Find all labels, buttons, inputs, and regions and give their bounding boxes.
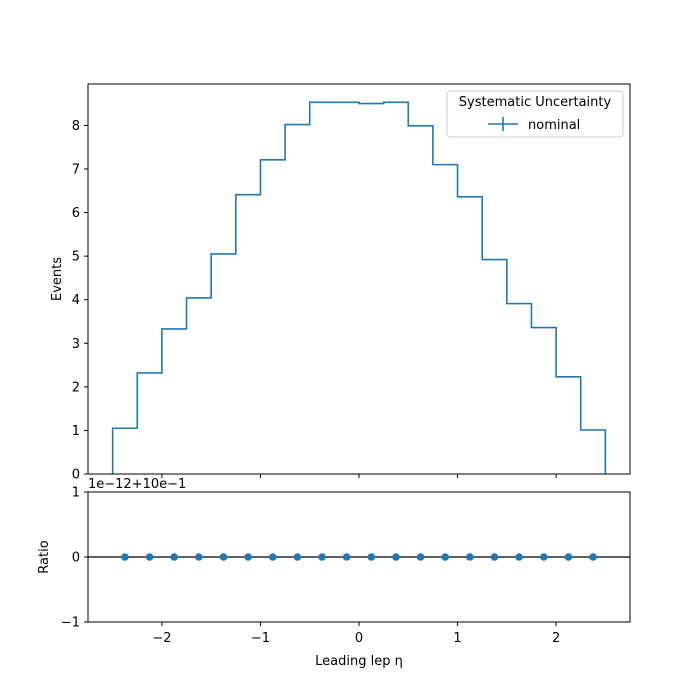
ratio-point bbox=[293, 553, 302, 561]
ratio-panel: −1 0 1 −2 −1 0 1 2 1e−12+10e−1 Ratio Leading l… bbox=[37, 477, 631, 669]
ratio-point bbox=[244, 553, 252, 561]
main-y-axis-label: Events bbox=[50, 257, 65, 301]
ratio-x-ticks: −2 −1 0 1 2 bbox=[152, 622, 560, 646]
main-y-tick-label: 5 bbox=[72, 250, 80, 265]
main-y-tick-label: 8 bbox=[72, 119, 80, 134]
x-axis-label: Leading lep η bbox=[315, 654, 403, 669]
ratio-point bbox=[219, 553, 228, 561]
ratio-point bbox=[416, 553, 425, 561]
ratio-point bbox=[170, 553, 179, 561]
ratio-point bbox=[441, 553, 450, 561]
ratio-x-tick-label: 2 bbox=[552, 631, 560, 646]
main-y-tick-label: 0 bbox=[72, 468, 80, 483]
ratio-point bbox=[392, 553, 400, 561]
main-axes-frame bbox=[87, 83, 631, 475]
ratio-y-tick-label: −1 bbox=[61, 616, 80, 631]
legend: Systematic Uncertainty nominal bbox=[446, 90, 624, 138]
ratio-point bbox=[367, 553, 376, 561]
ratio-point bbox=[268, 553, 277, 561]
ratio-y-axis-label: Ratio bbox=[37, 540, 52, 573]
main-panel: 0 1 2 3 4 5 6 7 8 Events Systematic Uncertainty … bbox=[50, 83, 631, 483]
ratio-point bbox=[515, 553, 523, 561]
main-y-tick-label: 1 bbox=[72, 424, 80, 439]
ratio-point bbox=[121, 553, 129, 561]
ratio-point bbox=[318, 553, 326, 561]
ratio-point bbox=[589, 553, 597, 561]
legend-title: Systematic Uncertainty bbox=[459, 95, 612, 110]
ratio-x-tick-label: 1 bbox=[453, 631, 461, 646]
nominal-step-line bbox=[111, 101, 607, 474]
ratio-point bbox=[342, 553, 351, 561]
ratio-y-tick-label: 1 bbox=[72, 486, 80, 501]
ratio-point bbox=[490, 553, 499, 561]
ratio-x-tick-label: −1 bbox=[251, 631, 270, 646]
ratio-points bbox=[121, 553, 597, 561]
ratio-point bbox=[564, 553, 573, 561]
main-y-tick-label: 4 bbox=[72, 293, 80, 308]
main-y-ticks: 0 1 2 3 4 5 6 7 8 bbox=[72, 119, 88, 483]
ratio-point bbox=[539, 553, 548, 561]
main-x-ticks bbox=[161, 474, 557, 478]
main-y-tick-label: 6 bbox=[72, 206, 80, 221]
ratio-offset-text: 1e−12+10e−1 bbox=[88, 477, 186, 492]
ratio-y-ticks: −1 0 1 bbox=[61, 486, 88, 631]
ratio-point bbox=[195, 553, 203, 561]
ratio-x-tick-label: −2 bbox=[152, 631, 171, 646]
ratio-x-tick-label: 0 bbox=[355, 631, 363, 646]
ratio-point bbox=[145, 553, 154, 561]
ratio-point bbox=[466, 553, 474, 561]
legend-entry-label: nominal bbox=[528, 118, 580, 133]
ratio-axes-frame bbox=[87, 491, 631, 623]
ratio-y-tick-label: 0 bbox=[72, 551, 80, 566]
main-y-tick-label: 7 bbox=[72, 162, 80, 177]
legend-entry-nominal: nominal bbox=[488, 117, 580, 133]
main-y-tick-label: 2 bbox=[72, 380, 80, 395]
main-y-tick-label: 3 bbox=[72, 337, 80, 352]
legend-box bbox=[446, 90, 624, 138]
